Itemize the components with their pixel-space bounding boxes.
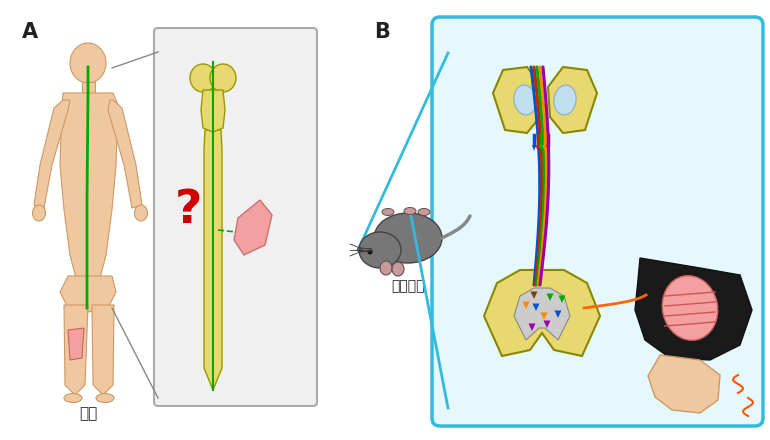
Text: 筋肉: 筋肉 <box>722 274 738 286</box>
Polygon shape <box>60 93 118 278</box>
Polygon shape <box>108 100 142 208</box>
Polygon shape <box>535 145 540 151</box>
Ellipse shape <box>70 43 106 83</box>
Polygon shape <box>547 293 554 301</box>
Polygon shape <box>543 145 547 151</box>
FancyBboxPatch shape <box>154 28 317 406</box>
Text: げっ歯類: げっ歯類 <box>391 279 425 293</box>
Polygon shape <box>68 328 84 360</box>
Ellipse shape <box>210 64 236 92</box>
Text: 大脳皮質: 大脳皮質 <box>248 56 276 70</box>
Polygon shape <box>554 311 561 318</box>
Ellipse shape <box>96 393 114 403</box>
Ellipse shape <box>382 209 394 216</box>
Ellipse shape <box>662 276 718 340</box>
Text: 多様な回路と機能！: 多様な回路と機能！ <box>612 183 691 198</box>
Ellipse shape <box>359 232 401 268</box>
Text: 脊髄: 脊髄 <box>462 312 477 325</box>
Text: 大脳皮質: 大脳皮質 <box>462 44 492 56</box>
Ellipse shape <box>404 208 416 215</box>
Circle shape <box>367 249 373 254</box>
Polygon shape <box>60 276 116 312</box>
Polygon shape <box>539 145 543 151</box>
Polygon shape <box>34 100 70 208</box>
Ellipse shape <box>374 213 442 263</box>
Polygon shape <box>234 200 272 255</box>
Polygon shape <box>201 90 225 132</box>
Text: A: A <box>22 22 38 42</box>
Text: ヒト: ヒト <box>79 406 97 421</box>
Ellipse shape <box>32 205 45 221</box>
Ellipse shape <box>135 205 148 221</box>
Text: ?: ? <box>174 187 202 232</box>
Polygon shape <box>484 270 600 356</box>
Polygon shape <box>548 67 597 133</box>
Ellipse shape <box>418 209 430 216</box>
Polygon shape <box>531 292 537 299</box>
Polygon shape <box>523 301 530 309</box>
Polygon shape <box>64 305 88 395</box>
Ellipse shape <box>380 261 392 275</box>
Polygon shape <box>635 258 752 360</box>
Text: 皮質脊髄路: 皮質脊髄路 <box>462 194 500 206</box>
Polygon shape <box>544 320 551 328</box>
Polygon shape <box>533 304 540 311</box>
Text: 筋肉: 筋肉 <box>276 216 290 228</box>
Polygon shape <box>92 305 114 395</box>
Polygon shape <box>532 145 536 151</box>
Ellipse shape <box>190 64 216 92</box>
FancyBboxPatch shape <box>432 17 763 426</box>
Polygon shape <box>493 67 542 133</box>
Text: 巧繌運動: 巧繌運動 <box>601 400 635 415</box>
Polygon shape <box>514 288 570 340</box>
Ellipse shape <box>514 85 536 115</box>
Ellipse shape <box>357 247 363 253</box>
Ellipse shape <box>554 85 576 115</box>
Polygon shape <box>546 145 550 151</box>
Polygon shape <box>204 130 222 390</box>
Ellipse shape <box>64 393 82 403</box>
Polygon shape <box>82 82 95 95</box>
Ellipse shape <box>392 262 404 276</box>
Polygon shape <box>528 323 535 331</box>
Text: 皮質脊髄路: 皮質脊髄路 <box>248 146 283 158</box>
Text: 脊髄: 脊髄 <box>248 338 262 352</box>
Polygon shape <box>558 296 565 303</box>
Polygon shape <box>541 312 547 320</box>
Text: B: B <box>374 22 390 42</box>
Polygon shape <box>648 355 720 413</box>
